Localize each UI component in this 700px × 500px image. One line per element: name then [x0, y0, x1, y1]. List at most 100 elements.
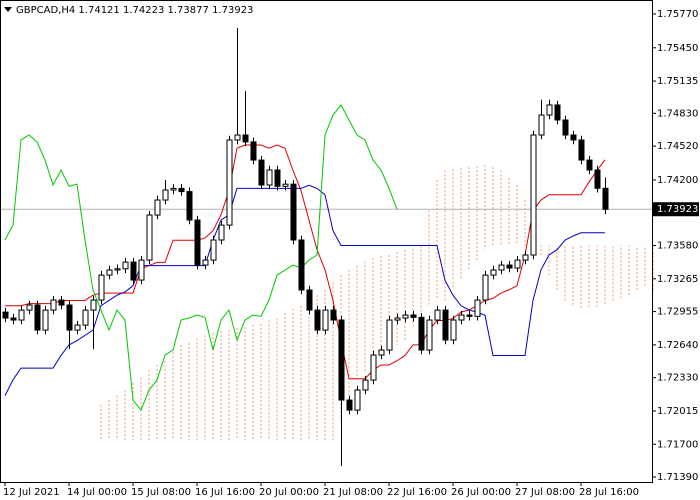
candle-body: [106, 269, 113, 276]
candle-body: [18, 309, 25, 321]
candle-body: [10, 317, 17, 321]
indicator-line: [4, 104, 398, 412]
candle-body: [298, 239, 305, 291]
x-tick-label: 21 Jul 08:00: [323, 487, 383, 498]
x-tick-label: 27 Jul 08:00: [515, 487, 575, 498]
candle-body: [122, 261, 129, 270]
candle-body: [418, 316, 425, 351]
candle-body: [162, 189, 169, 201]
candle-body: [434, 309, 441, 321]
candle-body: [130, 261, 137, 281]
indicator-line: [4, 184, 605, 396]
y-tick-label: 1.72955: [657, 307, 698, 318]
last-high: 1.74223: [123, 5, 164, 16]
candle-body: [498, 264, 505, 271]
candle-body: [74, 324, 81, 331]
candle-body: [250, 141, 257, 161]
menu-triangle[interactable]: [4, 7, 12, 12]
chart-header: GBPCAD,H4 1.74121 1.74223 1.73877 1.7392…: [16, 5, 253, 16]
candle-body: [578, 139, 585, 161]
candle-body: [154, 199, 161, 216]
candle-body: [242, 134, 249, 143]
candle-body: [458, 314, 465, 321]
x-tick-label: 28 Jul 16:00: [579, 487, 639, 498]
candle-body: [306, 289, 313, 311]
last-close: 1.73923: [212, 5, 253, 16]
candle-body: [322, 309, 329, 331]
candle-body: [178, 187, 185, 193]
candle-body: [58, 299, 65, 306]
candle-body: [394, 317, 401, 321]
y-tick-label: 1.71700: [657, 439, 698, 450]
y-tick-label: 1.74200: [657, 175, 698, 186]
candle-body: [98, 274, 105, 301]
candle-body: [386, 319, 393, 351]
candle-body: [594, 169, 601, 189]
candle-body: [146, 214, 153, 261]
candle-body: [274, 169, 281, 187]
candle-body: [114, 268, 121, 271]
candle-body: [330, 309, 337, 321]
x-tick-label: 15 Jul 08:00: [131, 487, 191, 498]
candle-body: [402, 314, 409, 319]
candle-body: [194, 219, 201, 266]
candle-body: [482, 274, 489, 301]
candle-body: [258, 159, 265, 186]
candle-body: [490, 269, 497, 276]
candle-body: [226, 139, 233, 226]
candle-body: [290, 183, 297, 241]
candle-body: [362, 379, 369, 391]
candle-body: [370, 354, 377, 381]
candle-body: [562, 119, 569, 136]
candle-body: [346, 399, 353, 411]
x-tick-label: 20 Jul 00:00: [259, 487, 319, 498]
candle-body: [202, 259, 209, 266]
y-tick-label: 1.72640: [657, 340, 698, 351]
candle-body: [570, 134, 577, 141]
candle-body: [450, 319, 457, 341]
candle-body: [474, 299, 481, 317]
candle-body: [602, 187, 609, 210]
x-tick-label: 26 Jul 00:00: [451, 487, 511, 498]
candle-body: [82, 309, 89, 326]
candle-body: [266, 169, 273, 186]
x-tick-label: 16 Jul 16:00: [195, 487, 255, 498]
x-tick-label: 12 Jul 2021: [3, 487, 60, 498]
candle-body: [186, 191, 193, 221]
candle-body: [234, 134, 241, 141]
candle-body: [538, 114, 545, 136]
candle-body: [506, 264, 513, 269]
plot-frame: [0, 0, 653, 483]
candle-body: [338, 319, 345, 401]
candle-body: [426, 319, 433, 351]
candle-body: [546, 104, 553, 116]
candle-body: [34, 304, 41, 331]
candle-body: [90, 299, 97, 311]
candle-body: [354, 389, 361, 411]
candle-body: [50, 299, 57, 311]
x-tick-label: 22 Jul 16:00: [387, 487, 447, 498]
y-tick-label: 1.75770: [657, 9, 698, 20]
candle-body: [138, 259, 145, 281]
candle-body: [466, 314, 473, 317]
y-tick-label: 1.74520: [657, 141, 698, 152]
candle-body: [378, 349, 385, 356]
candle-body: [282, 183, 289, 187]
candle-body: [210, 239, 217, 261]
candle-body: [218, 224, 225, 241]
plot-area: [0, 28, 654, 467]
candle-body: [514, 259, 521, 269]
price-label: 1.73923: [657, 204, 698, 215]
candle-body: [170, 187, 177, 191]
y-tick-label: 1.74830: [657, 108, 698, 119]
symbol: GBPCAD,H4: [16, 5, 75, 16]
y-tick-label: 1.75450: [657, 43, 698, 54]
candle-body: [554, 104, 561, 121]
last-low: 1.73877: [168, 5, 209, 16]
y-tick-label: 1.71390: [657, 472, 698, 483]
candle-body: [442, 309, 449, 341]
indicator-line: [5, 144, 606, 380]
candle-body: [66, 304, 73, 331]
